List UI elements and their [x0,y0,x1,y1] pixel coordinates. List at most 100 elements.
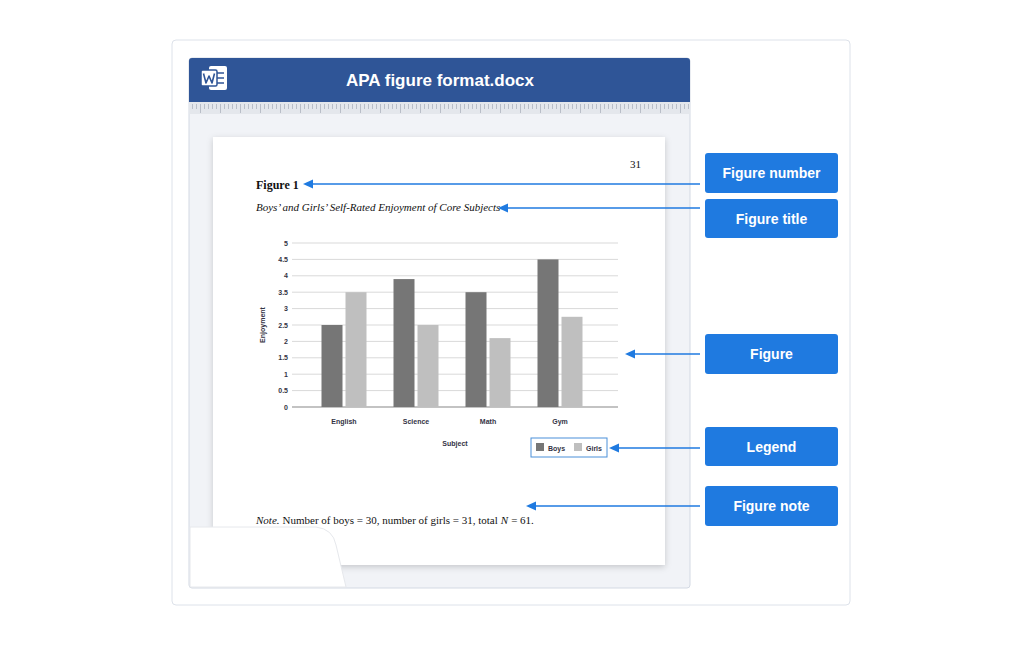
figure-title: Boys’ and Girls’ Self-Rated Enjoyment of… [256,201,500,213]
callout-arrow-head [625,350,635,359]
ruler-tick [500,104,501,113]
ruler-tick [432,104,433,109]
ruler-tick [520,104,521,113]
ruler-tick [276,104,277,109]
y-tick-label: 2 [284,338,288,345]
window-title: APA figure format.docx [346,71,535,90]
callout: Legend [609,427,838,466]
ruler-tick [600,104,601,113]
bar [346,292,367,407]
grid-line [292,243,618,244]
ruler-tick [196,104,197,109]
callout-arrow-head [609,444,619,453]
ruler-tick [244,104,245,109]
callout-arrow-line [617,447,700,448]
legend-box [531,438,607,457]
ruler-tick [272,104,273,109]
ruler-tick [288,104,289,109]
ruler-tick [252,104,253,109]
bar [538,259,559,407]
note-variable: N [500,514,509,526]
ruler-tick [476,104,477,109]
ruler-tick [588,104,589,109]
ruler-tick [564,104,565,109]
ruler-tick [348,104,349,109]
legend-swatch [536,443,544,451]
y-tick-label: 5 [284,240,288,247]
ruler-tick [556,104,557,109]
note-text: Number of boys = 30, number of girls = 3… [283,514,498,526]
ruler-tick [228,104,229,109]
ruler-tick [312,104,313,109]
callout-label: Legend [747,439,797,455]
ruler-tick [200,104,201,113]
callout-box [705,334,838,374]
bar [562,317,583,407]
ruler-tick [428,104,429,109]
ruler-tick [376,104,377,109]
grid-line [292,292,618,293]
ruler-tick [468,104,469,109]
ruler-tick [452,104,453,109]
grid-line [292,275,618,276]
x-tick-label: English [331,418,356,426]
callout-label: Figure title [736,211,808,227]
ruler-tick [512,104,513,109]
stage: APA figure format.docx31Figure 1Boys’ an… [0,0,1024,658]
callout-arrow-line [311,183,700,184]
y-axis-title: Enjoyment [259,306,267,342]
ruler-tick [240,104,241,113]
ruler-tick [524,104,525,109]
callout-box [705,427,838,466]
callout: Figure [625,334,838,374]
ruler-tick [324,104,325,109]
ruler-tick [436,104,437,109]
ruler-tick [584,104,585,109]
ruler-tick [192,104,193,109]
y-tick-label: 0.5 [278,387,288,394]
legend: BoysGirls [531,438,607,457]
ruler-tick [300,104,301,113]
ruler-tick [484,104,485,109]
ruler-tick [248,104,249,109]
ruler-tick [592,104,593,109]
ruler-tick [268,104,269,109]
figure-number: Figure 1 [256,178,299,192]
ruler-tick [440,104,441,113]
grid-line [292,259,618,260]
title-bar [189,58,690,102]
ruler-tick [624,104,625,109]
ruler-tick [216,104,217,109]
word-icon [201,66,227,90]
ruler-tick [212,104,213,109]
ruler-tick [316,104,317,109]
ruler-tick [296,104,297,109]
callout-box [705,199,838,238]
figure-note: Note.Number of boys = 30, number of girl… [255,514,534,526]
ruler-tick [632,104,633,109]
ruler-tick [560,104,561,113]
y-tick-label: 0 [284,404,288,411]
ruler-tick [660,104,661,113]
ruler-tick [572,104,573,109]
ruler-tick [308,104,309,109]
ruler-ticks [193,104,689,113]
page [213,137,665,565]
ruler-tick [628,104,629,109]
ruler-tick [616,104,617,109]
ruler-tick [368,104,369,109]
ruler-tick [648,104,649,109]
callout: Figure title [498,199,838,238]
callout-arrow-head [498,204,508,213]
ruler-tick [392,104,393,109]
ruler-tick [360,104,361,113]
ruler-tick [372,104,373,109]
y-tick-label: 3.5 [278,289,288,296]
ruler-tick [340,104,341,113]
ruler-tick [448,104,449,109]
callout-label: Figure number [722,165,821,181]
ruler-tick [256,104,257,109]
ruler-tick [336,104,337,109]
ruler-tick [232,104,233,109]
page-curl [190,527,346,587]
